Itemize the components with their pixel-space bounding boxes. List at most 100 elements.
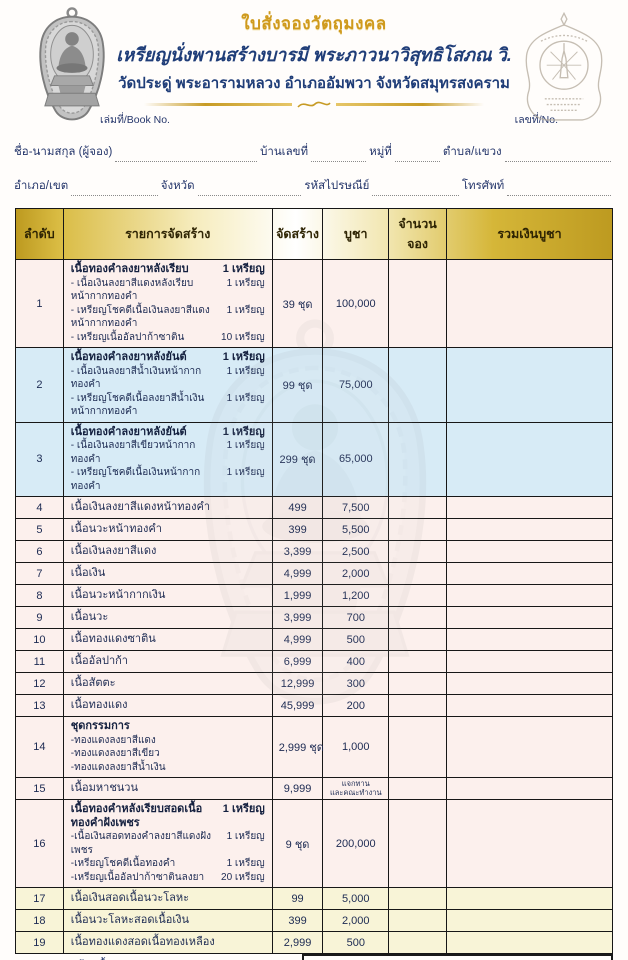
item-line: เนื้อทองคำลงยาหลังเรียบ 1 เหรียญ: [71, 263, 265, 277]
grand-total-box: [302, 954, 613, 960]
item-name: -ทองแดงลงยาสีน้ำเงิน: [70, 761, 166, 773]
table-row: 13 เนื้อทองแดง 45,999 200: [15, 694, 613, 717]
order-row-number: 5: [15, 518, 64, 541]
item-quantity: 1 เหรียญ: [226, 440, 265, 451]
price-note: และคณะทำงาน: [329, 787, 382, 797]
order-row-booked-qty: [388, 694, 447, 717]
order-row-number: 12: [15, 672, 64, 695]
phone-label: โทรศัพท์: [461, 180, 505, 192]
item-quantity: 1 เหรียญ: [226, 277, 265, 289]
order-row-booked-qty: [388, 421, 447, 497]
order-row-booked-qty: [388, 584, 447, 607]
order-row-total: [446, 562, 613, 585]
item-line: เนื้อทองคำลงยาหลังยันต์ 1 เหรียญ: [71, 351, 265, 365]
order-row-price: 200,000: [322, 799, 390, 888]
order-row-number: 10: [15, 628, 64, 651]
table-row: 19 เนื้อทองแดงสอดเนื้อทองเหลือง 2,999 500: [15, 931, 613, 954]
item-name: - เหรียญโชคดีเนื้อเงินหน้ากากทองคำ: [70, 467, 201, 492]
order-row-number: 14: [15, 716, 64, 778]
order-row-description: เนื้อทองแดงสอดเนื้อทองเหลือง: [62, 931, 273, 954]
item-line: - เหรียญโชคดีเนื้อเงินลงยาสีแดงหน้ากากทอ…: [71, 304, 265, 331]
order-row-number: 15: [15, 777, 64, 800]
order-row-made: 1,999: [271, 584, 324, 607]
item-line: เนื้อทองคำลงยาหลังยันต์ 1 เหรียญ: [71, 426, 265, 440]
page-title: ใบสั่งจองวัตถุมงคล: [241, 14, 387, 33]
order-table-wrap: ลำดับ รายการจัดสร้าง จัดสร้าง บูชา จำนวน…: [15, 208, 613, 954]
item-line: เนื้อเงินสอดเนื้อนวะโลหะ: [71, 891, 265, 906]
item-name: เนื้อเงินลงยาสีแดงหน้าทองคำ: [70, 501, 211, 513]
item-name: เนื้อทองคำลงยาหลังเรียบ: [70, 263, 189, 275]
item-name: เนื้อทองคำหลังเรียบสอดเนื้อทองคำฝังเพชร: [70, 803, 203, 829]
order-row-price: 7,500: [322, 496, 390, 519]
name-field: [115, 149, 258, 162]
order-row-price: 2,500: [322, 540, 390, 563]
item-line: -ทองแดงลงยาสีเขียว: [71, 747, 265, 761]
order-row-price: 400: [322, 650, 390, 673]
order-row-description: เนื้อนวะหน้าทองคำ: [62, 518, 273, 541]
item-name: เนื้อทองแดงซาติน: [70, 633, 156, 645]
order-row-description: เนื้อนวะ: [62, 606, 273, 629]
table-row: 9 เนื้อนวะ 3,999 700: [15, 606, 613, 629]
item-line: เนื้อสัตตะ: [71, 676, 265, 691]
item-name: เนื้อเงินสอดเนื้อนวะโลหะ: [70, 892, 190, 904]
item-line: -ทองแดงลงยาสีน้ำเงิน: [71, 761, 265, 775]
order-row-price: 5,500: [322, 518, 390, 541]
order-row-price: 100,000: [322, 259, 390, 348]
order-row-made: 45,999: [271, 694, 324, 717]
no-label: เลขที่/No.: [514, 114, 558, 126]
item-line: เนื้อนวะ: [71, 610, 265, 625]
table-row: 7 เนื้อเงิน 4,999 2,000: [15, 562, 613, 585]
amphoe-field: [71, 183, 158, 196]
order-row-booked-qty: [388, 931, 447, 954]
order-row-booked-qty: [388, 799, 447, 888]
order-row-price: 1,000: [322, 716, 390, 778]
item-quantity: 1 เหรียญ: [222, 263, 265, 275]
item-name: เนื้อเงิน: [70, 567, 106, 579]
order-row-made: 2,999: [271, 931, 324, 954]
item-line: - เนื้อเงินลงยาสีเขียวหน้ากากทองคำ 1 เหรี…: [71, 439, 265, 466]
order-row-made: 39 ชุด: [271, 259, 324, 348]
item-line: เนื้อนวะโลหะสอดเนื้อเงิน: [71, 913, 265, 928]
table-row: 12 เนื้อสัตตะ 12,999 300: [15, 672, 613, 695]
order-row-booked-qty: [388, 496, 447, 519]
order-row-booked-qty: [388, 606, 447, 629]
order-row-made: 9,999: [271, 777, 324, 800]
order-row-number: 4: [15, 496, 64, 519]
order-row-total: [446, 518, 613, 541]
item-line: -เหรียญเนื้ออัลปาก้าซาตินลงยา 20 เหรียญ: [71, 871, 265, 885]
order-row-description: เนื้อทองคำลงยาหลังยันต์ 1 เหรียญ - เนื้อเง…: [62, 421, 273, 497]
table-row: 4 เนื้อเงินลงยาสีแดงหน้าทองคำ 499 7,500: [15, 496, 613, 519]
col-header-index: ลำดับ: [15, 208, 64, 260]
item-quantity: 1 เหรียญ: [222, 425, 265, 438]
order-row-total: [446, 777, 613, 800]
item-name: เนื้ออัลปาก้า: [70, 655, 128, 667]
province-label: จังหวัด: [160, 180, 195, 192]
item-quantity: 1 เหรียญ: [226, 304, 265, 316]
item-quantity: 1 เหรียญ: [222, 351, 265, 363]
note-total-row: หมายเหตุ : สร้างเนื้อนาค19 ชุด (กรรมการอ…: [15, 954, 613, 960]
item-name: เนื้อทองแดงสอดเนื้อทองเหลือง: [70, 936, 215, 948]
divider-ornament-icon: [292, 97, 336, 115]
order-row-number: 18: [15, 909, 64, 932]
order-row-booked-qty: [388, 540, 447, 563]
order-row-number: 7: [15, 562, 64, 585]
subtitle-temple-name: วัดประดู่ พระอารามหลวง อำเภออัมพวา จังหว…: [118, 75, 510, 92]
item-name: เนื้อนวะหน้ากากเงิน: [70, 589, 166, 601]
order-table: ลำดับ รายการจัดสร้าง จัดสร้าง บูชา จำนวน…: [15, 208, 613, 954]
order-row-booked-qty: [388, 562, 447, 585]
order-row-price: 200: [322, 694, 390, 717]
table-row: 2 เนื้อทองคำลงยาหลังยันต์ 1 เหรียญ - เนื้อเ…: [15, 347, 613, 423]
item-quantity: 10 เหรียญ: [221, 331, 265, 343]
order-row-made: 12,999: [271, 672, 324, 695]
order-row-total: [446, 347, 613, 423]
order-row-total: [446, 887, 613, 910]
table-row: 1 เนื้อทองคำลงยาหลังเรียบ 1 เหรียญ - เนื้อเ…: [15, 259, 613, 348]
order-row-made: 299 ชุด: [271, 421, 324, 497]
order-row-total: [446, 799, 613, 888]
order-row-total: [446, 628, 613, 651]
order-row-total: [446, 584, 613, 607]
item-line: เนื้อนวะหน้ากากเงิน: [71, 588, 265, 603]
item-quantity: 1 เหรียญ: [226, 858, 265, 869]
item-quantity: 1 เหรียญ: [226, 392, 265, 404]
item-line: เนื้ออัลปาก้า: [71, 654, 265, 669]
